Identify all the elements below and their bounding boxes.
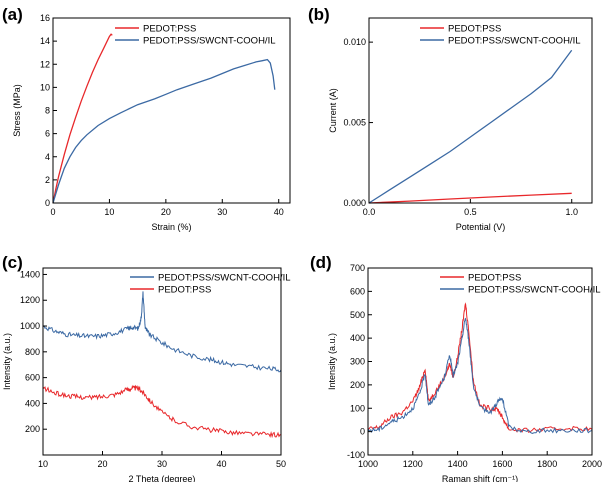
- panel-label-a: (a): [2, 5, 23, 24]
- y-tick-label: 300: [350, 357, 365, 367]
- x-axis-label: Potential (V): [456, 222, 506, 232]
- y-tick-label: 0: [45, 198, 50, 208]
- x-tick-label: 1600: [492, 459, 512, 469]
- legend-entry: PEDOT:PSS/SWCNT-COOH/IL: [448, 36, 581, 47]
- y-tick-label: 1000: [20, 321, 40, 331]
- y-tick-label: 8: [45, 106, 50, 116]
- x-tick-label: 2000: [582, 459, 602, 469]
- y-tick-label: 200: [350, 380, 365, 390]
- x-tick-label: 10: [104, 207, 114, 217]
- x-tick-label: 20: [161, 207, 171, 217]
- panel-a: (a) 0 10 20 30 40 0 2 4 6 8 10 12 14 16 Strain (%) Stre…: [2, 5, 291, 232]
- y-tick-label: 16: [40, 13, 50, 23]
- series-line-pedot-pss-swcnt-cooh-il: [368, 49, 573, 204]
- legend-entry: PEDOT:PSS/SWCNT-COOH/IL: [143, 36, 276, 47]
- series-line-pedot-pss: [42, 384, 282, 439]
- legend-entry: PEDOT:PSS/SWCNT-COOH/IL: [158, 273, 291, 284]
- y-axis-label: Stress (MPa): [12, 84, 22, 137]
- series-line-pedot-pss-swcnt-cooh-il: [52, 58, 276, 204]
- y-axis-label: Intensity (a.u.): [2, 333, 12, 390]
- panel-label-c: (c): [2, 253, 23, 272]
- y-tick-label: 700: [350, 263, 365, 273]
- axes-b: 0.0 0.5 1.0 0.000 0.005 0.010 Potential (V) Cur…: [328, 17, 593, 232]
- legend-entry: PEDOT:PSS: [143, 24, 196, 35]
- panel-d: (d) 1000 1200 1400 1600 1800 2000 -100 0 100 200 3…: [310, 253, 602, 482]
- y-axis-label: Current (A): [328, 88, 338, 133]
- x-tick-label: 1000: [358, 459, 378, 469]
- x-tick-label: 1800: [537, 459, 557, 469]
- legend-entry: PEDOT:PSS/SWCNT-COOH/IL: [468, 285, 601, 296]
- x-tick-label: 10: [38, 459, 48, 469]
- series-line-pedot-pss: [52, 33, 113, 204]
- y-tick-label: 600: [350, 286, 365, 296]
- plot-frame: [367, 267, 593, 456]
- axes-d: 1000 1200 1400 1600 1800 2000 -100 0 100 200 300 40…: [327, 263, 602, 482]
- plot-frame: [42, 267, 282, 456]
- x-tick-label: 1.0: [565, 207, 578, 217]
- series-line-pedot-pss: [368, 192, 572, 204]
- panel-label-d: (d): [310, 253, 332, 272]
- y-tick-label: 0.010: [343, 37, 366, 47]
- y-tick-label: 800: [25, 347, 40, 357]
- x-tick-label: 20: [97, 459, 107, 469]
- x-axis-label: Strain (%): [151, 222, 191, 232]
- legend-entry: PEDOT:PSS: [158, 285, 211, 296]
- y-tick-label: 400: [350, 333, 365, 343]
- axes-c: 10 20 30 40 50 200 400 600 800 1000 1200 1400 2 Thet…: [2, 267, 291, 482]
- y-tick-label: 6: [45, 129, 50, 139]
- panel-label-b: (b): [308, 5, 330, 24]
- y-tick-label: 12: [40, 59, 50, 69]
- series-line-pedot-pss-swcnt-cooh-il: [42, 291, 282, 373]
- y-tick-label: 0: [360, 427, 365, 437]
- x-axis-label: Raman shift (cm⁻¹): [442, 474, 518, 482]
- axes-a: 0 10 20 30 40 0 2 4 6 8 10 12 14 16 Strain (%) Stress (…: [12, 13, 291, 232]
- y-tick-label: 4: [45, 152, 50, 162]
- y-tick-label: 2: [45, 175, 50, 185]
- y-tick-label: 1200: [20, 295, 40, 305]
- x-tick-label: 0.5: [464, 207, 477, 217]
- x-tick-label: 40: [216, 459, 226, 469]
- panel-c: (c) 10 20 30 40 50 200 400 600 800 1000 1200 1400 2 …: [2, 253, 291, 482]
- y-axis-label: Intensity (a.u.): [327, 333, 337, 390]
- y-tick-label: 400: [25, 398, 40, 408]
- x-axis-label: 2 Theta (degree): [129, 474, 196, 482]
- y-tick-label: 14: [40, 36, 50, 46]
- y-tick-label: 10: [40, 82, 50, 92]
- x-tick-label: 1200: [403, 459, 423, 469]
- y-tick-label: -100: [347, 450, 365, 460]
- x-tick-label: 40: [274, 207, 284, 217]
- y-tick-label: 500: [350, 310, 365, 320]
- series-line-pedot-pss-swcnt-cooh-il: [367, 317, 593, 434]
- y-tick-label: 0.005: [343, 118, 366, 128]
- x-tick-label: 30: [217, 207, 227, 217]
- panel-b: (b) 0.0 0.5 1.0 0.000 0.005 0.010 Potential (V…: [308, 5, 593, 232]
- x-tick-label: 0: [50, 207, 55, 217]
- x-tick-label: 30: [157, 459, 167, 469]
- legend-entry: PEDOT:PSS: [448, 24, 501, 35]
- series-line-pedot-pss: [367, 302, 593, 433]
- legend-entry: PEDOT:PSS: [468, 273, 521, 284]
- plot-frame: [368, 17, 593, 204]
- y-tick-label: 200: [25, 424, 40, 434]
- y-tick-label: 100: [350, 403, 365, 413]
- y-tick-label: 1400: [20, 269, 40, 279]
- x-tick-label: 50: [276, 459, 286, 469]
- x-tick-label: 1400: [448, 459, 468, 469]
- x-tick-label: 0.0: [363, 207, 376, 217]
- y-tick-label: 600: [25, 373, 40, 383]
- y-tick-label: 0.000: [343, 198, 366, 208]
